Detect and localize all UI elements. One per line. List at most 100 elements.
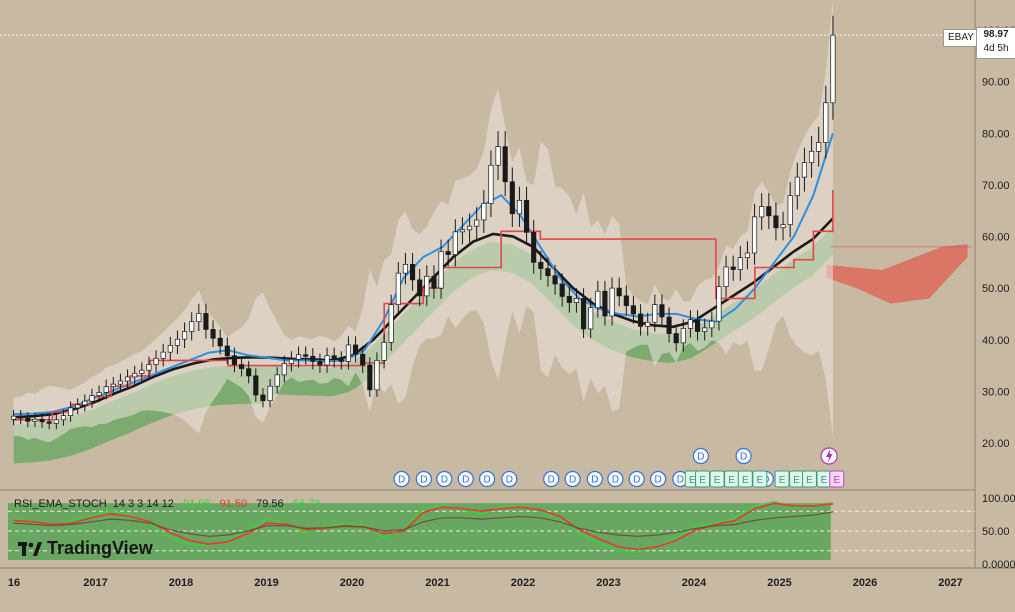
earnings-marker[interactable]: E bbox=[789, 470, 805, 488]
candle[interactable] bbox=[110, 376, 116, 394]
candle[interactable] bbox=[146, 356, 152, 378]
candle[interactable] bbox=[296, 346, 302, 368]
candle[interactable] bbox=[638, 304, 644, 336]
candle[interactable] bbox=[103, 379, 109, 400]
candle[interactable] bbox=[196, 303, 202, 332]
candle[interactable] bbox=[524, 186, 530, 245]
candle[interactable] bbox=[125, 369, 131, 389]
candle[interactable] bbox=[360, 345, 366, 373]
candle[interactable] bbox=[274, 367, 280, 394]
candle[interactable] bbox=[160, 343, 166, 367]
dividend-marker[interactable]: D bbox=[586, 470, 603, 488]
candle[interactable] bbox=[573, 288, 579, 313]
candle[interactable] bbox=[495, 131, 501, 181]
candle[interactable] bbox=[431, 265, 437, 299]
candle[interactable] bbox=[766, 193, 772, 229]
candle[interactable] bbox=[303, 346, 309, 365]
candle[interactable] bbox=[381, 333, 387, 369]
candle[interactable] bbox=[830, 15, 836, 120]
candle[interactable] bbox=[203, 303, 209, 339]
candle[interactable] bbox=[794, 162, 800, 210]
indicator-legend[interactable]: RSI_EMA_STOCH 14 3 3 14 12 91.95 91.50 79… bbox=[14, 498, 326, 510]
candle[interactable] bbox=[595, 280, 601, 318]
candle[interactable] bbox=[132, 365, 138, 385]
candle[interactable] bbox=[267, 379, 273, 408]
candle[interactable] bbox=[559, 273, 565, 307]
candle[interactable] bbox=[474, 207, 480, 239]
candle[interactable] bbox=[25, 412, 31, 428]
candle[interactable] bbox=[345, 336, 351, 370]
earnings-marker[interactable]: E bbox=[752, 470, 768, 488]
candle[interactable] bbox=[117, 373, 123, 392]
candle[interactable] bbox=[737, 246, 743, 281]
candle[interactable] bbox=[787, 181, 793, 238]
candle[interactable] bbox=[695, 310, 701, 341]
candle[interactable] bbox=[288, 351, 294, 372]
candle[interactable] bbox=[538, 250, 544, 280]
candle[interactable] bbox=[680, 319, 686, 352]
candle[interactable] bbox=[801, 147, 807, 192]
dividend-marker[interactable]: D bbox=[692, 447, 709, 465]
candle[interactable] bbox=[659, 294, 665, 327]
candle[interactable] bbox=[60, 409, 66, 426]
dividend-marker[interactable]: D bbox=[478, 470, 496, 488]
tradingview-logo[interactable]: TradingView bbox=[18, 538, 153, 559]
dividend-marker[interactable]: D bbox=[501, 470, 518, 488]
candle[interactable] bbox=[167, 336, 173, 361]
candle[interactable] bbox=[709, 311, 715, 338]
dividend-marker[interactable]: D bbox=[649, 470, 667, 488]
candle[interactable] bbox=[402, 252, 408, 285]
indicator-pane[interactable] bbox=[8, 501, 975, 560]
candle[interactable] bbox=[388, 294, 394, 352]
candle[interactable] bbox=[809, 135, 815, 178]
candle[interactable] bbox=[645, 312, 651, 336]
candle[interactable] bbox=[509, 167, 515, 227]
candle[interactable] bbox=[481, 189, 487, 233]
candle[interactable] bbox=[174, 330, 180, 355]
candle[interactable] bbox=[666, 307, 672, 343]
candle[interactable] bbox=[716, 275, 722, 331]
candle[interactable] bbox=[581, 288, 587, 339]
candle[interactable] bbox=[723, 255, 729, 298]
dividend-marker[interactable]: D bbox=[564, 470, 581, 488]
candle[interactable] bbox=[488, 150, 494, 218]
candle[interactable] bbox=[189, 312, 195, 341]
candle[interactable] bbox=[773, 202, 779, 241]
candle[interactable] bbox=[281, 355, 287, 383]
candle[interactable] bbox=[588, 297, 594, 339]
earnings-marker[interactable]: E bbox=[709, 470, 725, 488]
dividend-marker[interactable]: D bbox=[607, 470, 624, 488]
candle[interactable] bbox=[609, 277, 615, 326]
candle[interactable] bbox=[744, 241, 750, 270]
earnings-marker[interactable]: E bbox=[801, 470, 817, 488]
candle[interactable] bbox=[260, 388, 266, 408]
dividend-marker[interactable]: D bbox=[543, 470, 560, 488]
candle[interactable] bbox=[445, 239, 451, 267]
earnings-marker[interactable]: E bbox=[774, 470, 790, 488]
candle[interactable] bbox=[82, 394, 88, 412]
earnings-marker[interactable]: E bbox=[695, 470, 711, 488]
candle[interactable] bbox=[224, 337, 230, 364]
candle[interactable] bbox=[467, 213, 473, 243]
candle[interactable] bbox=[516, 186, 522, 227]
candle[interactable] bbox=[752, 203, 758, 265]
earnings-marker[interactable]: E bbox=[829, 470, 845, 488]
candle[interactable] bbox=[75, 398, 81, 415]
candle[interactable] bbox=[816, 126, 822, 167]
earnings-marker[interactable]: E bbox=[737, 470, 753, 488]
candle[interactable] bbox=[531, 219, 537, 274]
candle[interactable] bbox=[395, 262, 401, 315]
dividend-marker[interactable]: D bbox=[628, 470, 645, 488]
candle[interactable] bbox=[11, 410, 17, 426]
candles[interactable] bbox=[11, 15, 836, 430]
earnings-marker[interactable]: E bbox=[816, 470, 832, 488]
dividend-marker[interactable]: D bbox=[415, 470, 432, 488]
candle[interactable] bbox=[39, 413, 45, 428]
candle[interactable] bbox=[459, 217, 465, 245]
candle[interactable] bbox=[353, 336, 359, 363]
candle[interactable] bbox=[89, 388, 95, 408]
candle[interactable] bbox=[602, 280, 608, 326]
candle[interactable] bbox=[410, 252, 416, 291]
candle[interactable] bbox=[417, 268, 423, 307]
